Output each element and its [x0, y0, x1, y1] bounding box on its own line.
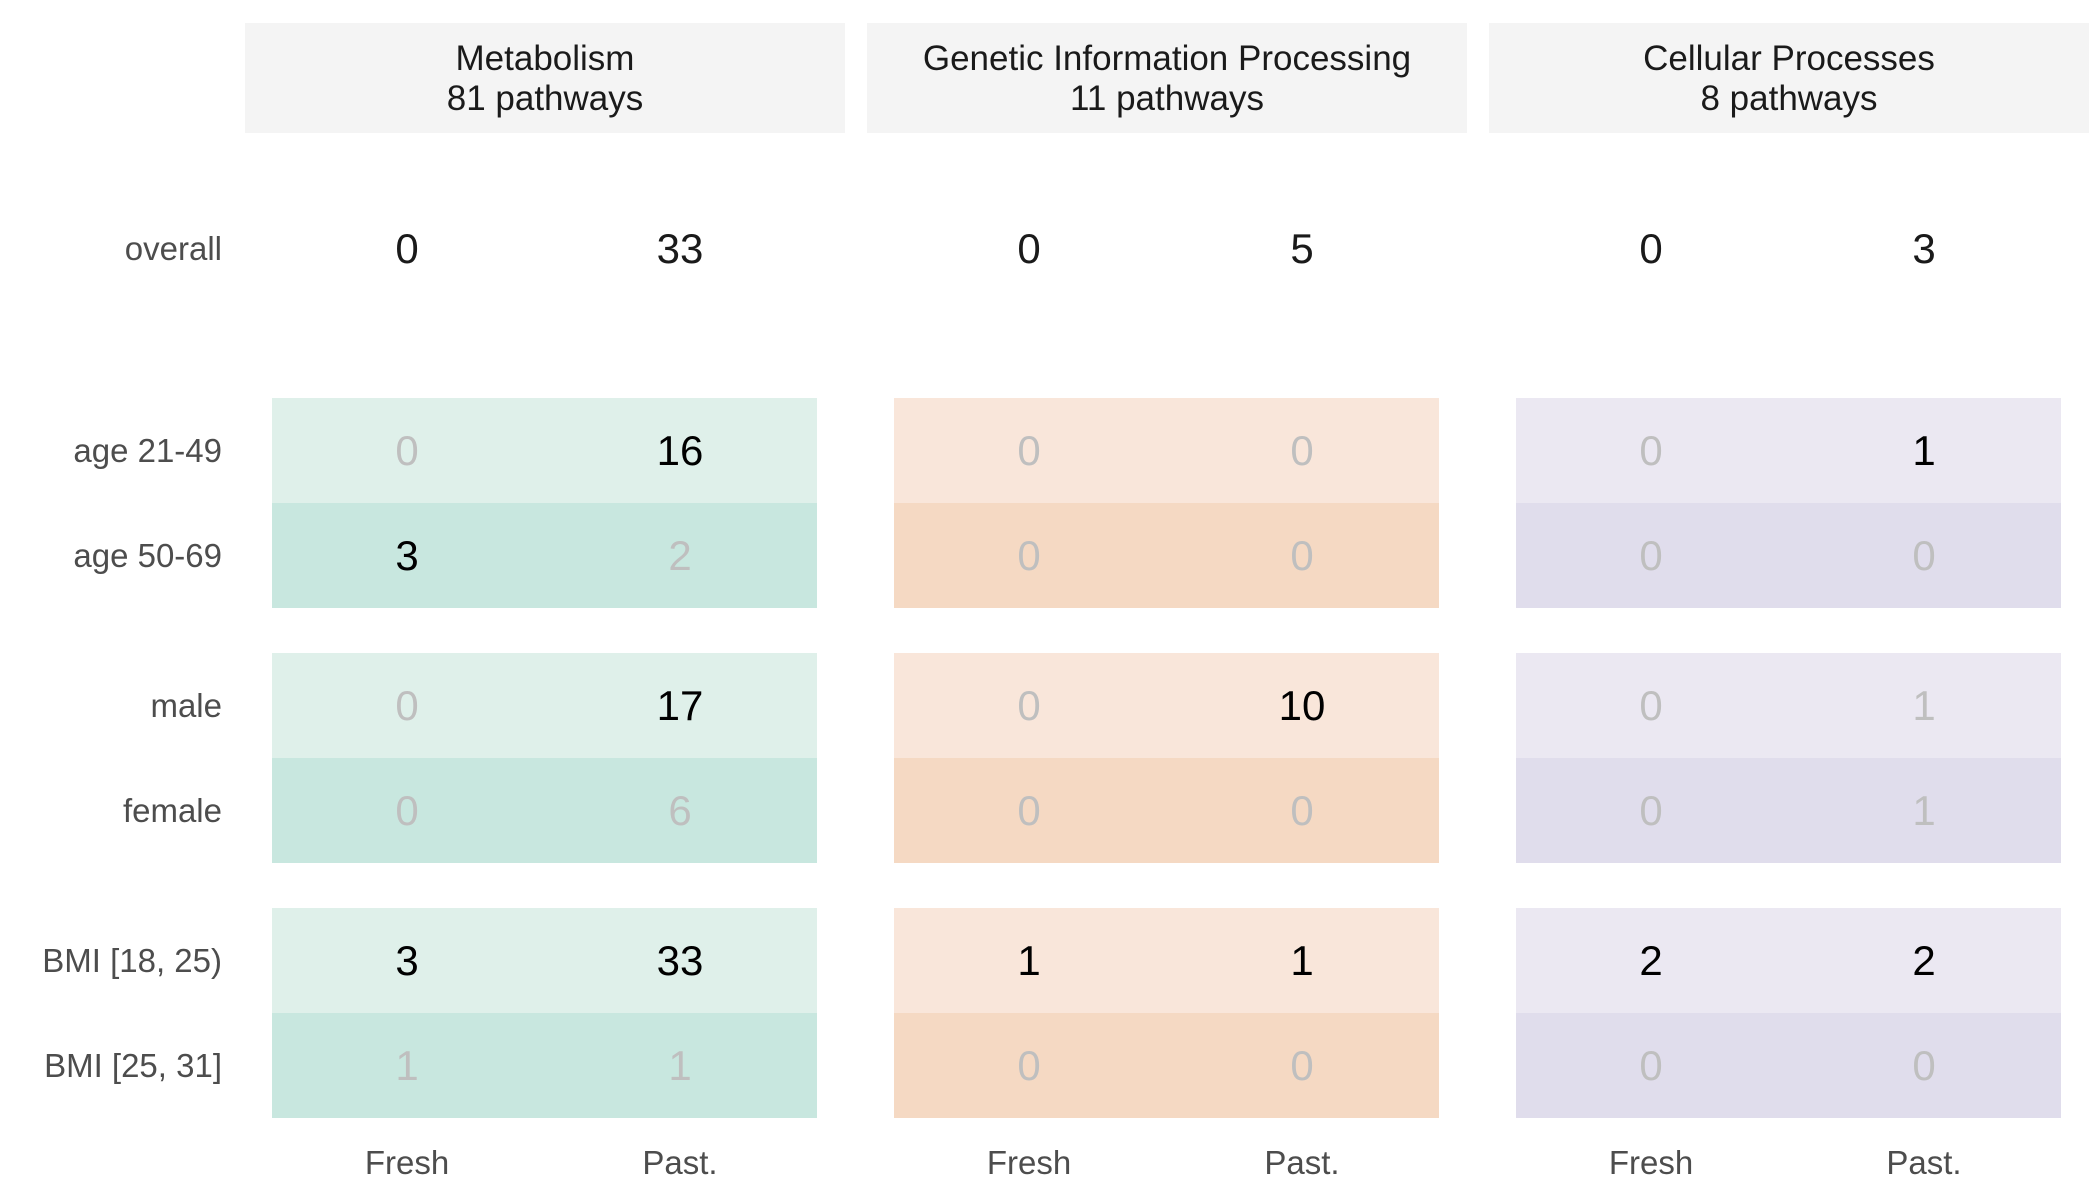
cell-background: [894, 503, 1439, 608]
row-label: age 21-49: [73, 431, 222, 469]
column-label: Past.: [1264, 1144, 1340, 1181]
panel-title: Cellular Processes: [1643, 39, 1935, 78]
cell-value: 1: [395, 1041, 419, 1089]
panel-subtitle: 11 pathways: [1070, 79, 1264, 118]
cell-background: [894, 1013, 1439, 1118]
cell-background: [272, 653, 817, 758]
cell-value: 0: [1290, 426, 1314, 474]
cell-value: 2: [1912, 936, 1936, 984]
row-label-overall: overall: [124, 230, 222, 267]
cell-background: [272, 1013, 817, 1118]
overall-value: 33: [656, 225, 704, 272]
cell-value: 17: [656, 681, 704, 729]
cell-value: 0: [1639, 1041, 1663, 1089]
cell-background: [272, 503, 817, 608]
cell-value: 1: [1017, 936, 1041, 984]
cell-value: 0: [1017, 531, 1041, 579]
panel-subtitle: 81 pathways: [446, 79, 644, 118]
cell-value: 1: [668, 1041, 692, 1089]
cell-value: 0: [395, 786, 419, 834]
cell-background: [272, 398, 817, 503]
cell-value: 0: [1017, 681, 1041, 729]
panel-title: Genetic Information Processing: [922, 39, 1412, 78]
cell-value: 0: [1290, 786, 1314, 834]
cell-background: [1516, 653, 2061, 758]
panel-subtitle: 8 pathways: [1700, 79, 1878, 118]
cell-background: [894, 908, 1439, 1013]
row-label: BMI [25, 31]: [44, 1046, 222, 1084]
panel-header: [867, 23, 1467, 133]
cell-value: 0: [1017, 1041, 1041, 1089]
column-label: Fresh: [986, 1144, 1072, 1181]
cell-background: [1516, 908, 2061, 1013]
cell-background: [272, 908, 817, 1013]
row-label: female: [122, 791, 222, 829]
cell-value: 0: [1290, 531, 1314, 579]
cell-value: 6: [668, 786, 692, 834]
cell-value: 10: [1278, 681, 1326, 729]
cell-value: 3: [395, 936, 419, 984]
row-label: male: [150, 686, 222, 724]
cell-value: 1: [1912, 681, 1936, 729]
panel-header: [1489, 23, 2089, 133]
cell-background: [1516, 758, 2061, 863]
overall-value: 3: [1912, 225, 1936, 272]
panel-header: [245, 23, 845, 133]
cell-value: 1: [1290, 936, 1314, 984]
overall-value: 0: [1017, 225, 1041, 272]
cell-background: [1516, 1013, 2061, 1118]
column-label: Past.: [1886, 1144, 1962, 1181]
cell-value: 0: [1912, 531, 1936, 579]
cell-value: 0: [1639, 531, 1663, 579]
cell-value: 0: [395, 426, 419, 474]
cell-value: 0: [1290, 1041, 1314, 1089]
cell-value: 3: [395, 531, 419, 579]
cell-value: 0: [1017, 786, 1041, 834]
cell-background: [1516, 503, 2061, 608]
cell-background: [894, 653, 1439, 758]
overall-value: 0: [395, 225, 419, 272]
overall-value: 0: [1639, 225, 1663, 272]
overall-value: 5: [1290, 225, 1314, 272]
cell-background: [894, 398, 1439, 503]
panel-title: Metabolism: [455, 39, 635, 78]
cell-value: 1: [1912, 786, 1936, 834]
cell-value: 0: [1639, 426, 1663, 474]
cell-value: 1: [1912, 426, 1936, 474]
row-label: age 50-69: [73, 536, 222, 574]
cell-value: 2: [1639, 936, 1663, 984]
cell-background: [272, 758, 817, 863]
cell-value: 0: [1639, 681, 1663, 729]
cell-value: 2: [668, 531, 692, 579]
cell-value: 0: [395, 681, 419, 729]
cell-background: [1516, 398, 2061, 503]
column-label: Past.: [642, 1144, 718, 1181]
column-label: Fresh: [1608, 1144, 1694, 1181]
row-label: BMI [18, 25): [42, 941, 222, 979]
column-label: Fresh: [364, 1144, 450, 1181]
cell-value: 0: [1912, 1041, 1936, 1089]
cell-value: 33: [656, 936, 704, 984]
cell-background: [894, 758, 1439, 863]
cell-value: 16: [656, 426, 704, 474]
cell-value: 0: [1639, 786, 1663, 834]
cell-value: 0: [1017, 426, 1041, 474]
